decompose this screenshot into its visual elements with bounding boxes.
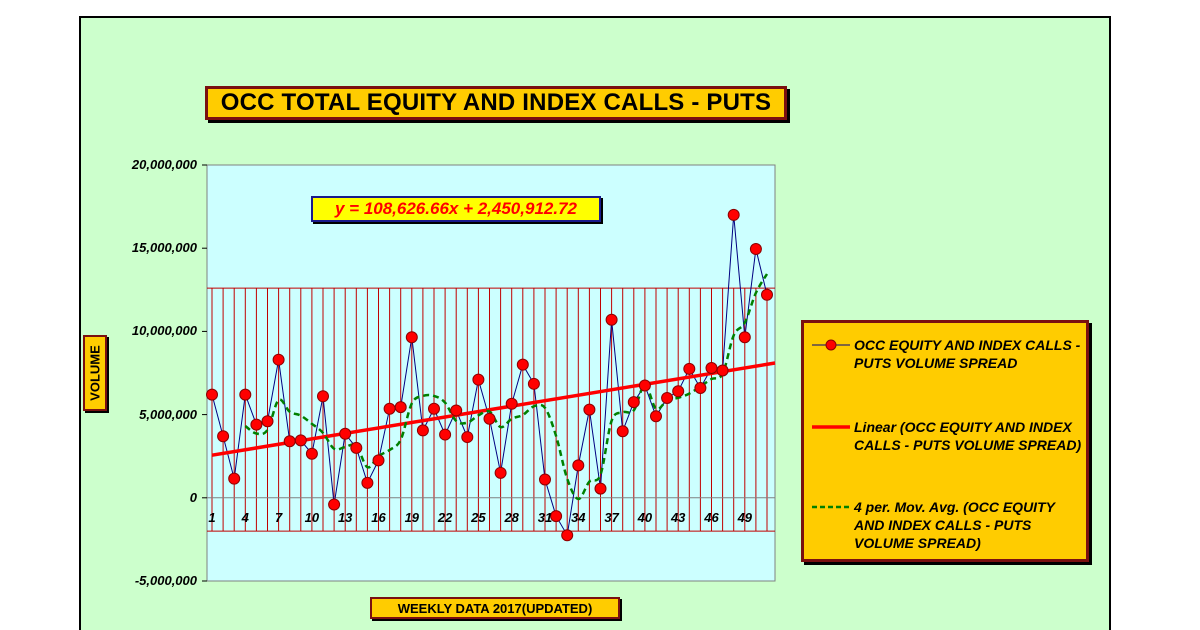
data-point [328,498,341,511]
legend-swatch-linear [812,425,850,429]
x-tick-label: 43 [670,510,686,525]
data-point [461,431,474,444]
data-point [638,379,651,392]
data-point [494,466,507,479]
legend: OCC EQUITY AND INDEX CALLS - PUTS VOLUME… [801,320,1089,562]
data-point [283,435,296,448]
data-point [428,402,440,415]
data-point [661,391,674,404]
x-tick-label: 31 [538,510,552,525]
data-point [705,362,718,375]
legend-swatch-spread [812,339,850,351]
data-point [239,388,252,401]
y-tick-label: 20,000,000 [131,157,197,172]
data-point [472,373,485,386]
x-axis-title: WEEKLY DATA 2017(UPDATED) [397,600,593,616]
y-tick-label: 10,000,000 [131,323,197,339]
x-tick-label: 1 [208,510,215,525]
x-tick-label: 28 [503,510,519,525]
trendline-equation: y = 108,626.66x + 2,450,912.72 [334,199,577,218]
data-point [450,404,463,417]
data-point [749,243,762,256]
data-point [305,447,318,460]
x-tick-label: 4 [241,510,250,525]
data-point [383,402,396,415]
legend-label-moving-avg: 4 per. Mov. Avg. (OCC EQUITY AND INDEX C… [854,499,1055,551]
data-point [727,208,740,221]
data-point [294,434,307,447]
chart-title-box: OCC TOTAL EQUITY AND INDEX CALLS - PUTS [205,86,787,120]
data-point [572,459,585,472]
data-point [416,424,429,437]
chart-title: OCC TOTAL EQUITY AND INDEX CALLS - PUTS [220,89,772,116]
y-tick-label: 15,000,000 [131,240,197,256]
x-tick-label: 25 [470,510,486,525]
data-point [505,397,518,410]
data-point [206,388,218,401]
data-point [738,331,751,344]
data-point [605,313,618,326]
data-point [683,362,696,375]
data-point [694,381,707,394]
data-point [516,358,529,371]
data-point [627,396,640,409]
data-point [761,288,773,301]
data-point [339,427,352,440]
data-point [650,410,662,423]
x-tick-label: 7 [275,510,283,525]
y-axis-title: VOLUME [87,345,103,401]
data-point [616,425,629,438]
x-tick-label: 16 [371,510,386,525]
data-point [317,390,329,403]
data-point [716,364,729,377]
y-tick-label: 5,000,000 [139,406,197,422]
data-point [561,529,574,542]
data-point [350,441,363,454]
x-tick-label: 37 [604,510,619,525]
data-point [261,415,274,428]
x-tick-label: 22 [437,510,453,525]
data-point [539,473,551,486]
moving-average-line [244,273,769,501]
data-point [550,510,563,523]
plot-background [206,164,776,582]
data-point [672,385,685,398]
y-tick-label: -5,000,000 [134,573,197,588]
legend-label-spread: OCC EQUITY AND INDEX CALLS - PUTS VOLUME… [854,337,1081,371]
data-point [527,377,540,390]
y-tick-label: 0 [189,489,197,505]
data-point [250,418,263,431]
x-tick-label: 49 [737,510,753,525]
x-tick-label: 40 [637,510,653,525]
data-point [361,476,374,489]
data-point [228,472,241,485]
data-point [405,331,418,344]
trendline-equation-box: y = 108,626.66x + 2,450,912.72 [311,196,601,222]
data-point [217,430,230,443]
data-point [372,454,385,467]
x-tick-label: 34 [571,510,586,525]
data-point [583,403,596,416]
x-tick-label: 10 [305,510,320,525]
x-tick-label: 19 [405,510,420,525]
data-point [594,482,607,495]
legend-swatch-moving-avg [812,505,850,509]
legend-label-linear: Linear (OCC EQUITY AND INDEX CALLS - PUT… [854,419,1082,453]
data-point [439,428,452,441]
x-tick-label: 46 [703,510,719,525]
x-tick-label: 13 [338,510,353,525]
data-point [272,353,285,366]
y-axis-title-box: VOLUME [83,335,107,411]
data-point [483,412,496,425]
data-point [394,401,407,414]
x-axis-title-box: WEEKLY DATA 2017(UPDATED) [370,597,620,619]
